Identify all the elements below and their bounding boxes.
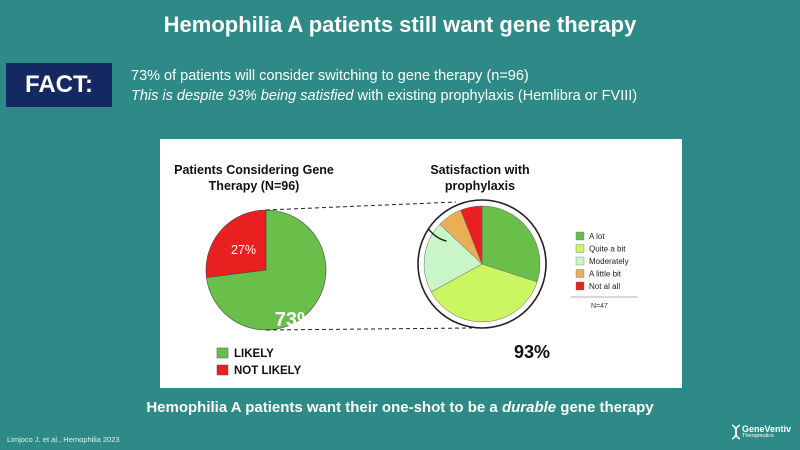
pie-label-not-likely: 27% (231, 243, 256, 257)
fact-label-box: FACT: (6, 63, 112, 107)
legend2-note: N=47 (591, 303, 608, 310)
connector-line-top (265, 201, 457, 211)
chart2-title: prophylaxis (445, 179, 515, 193)
legend2-swatch-a-little-bit (575, 269, 585, 278)
pie-slice-likely (206, 209, 327, 331)
legend-label-not-likely: NOT LIKELY (234, 365, 302, 377)
legend2-label-a-lot: A lot (589, 232, 605, 241)
chart1-title: Therapy (N=96) (209, 179, 300, 193)
pie2-slice-a-lot (481, 205, 541, 283)
legend2-swatch-not-al-all (575, 281, 585, 291)
legend2-label-quite-a-bit: Quite a bit (589, 245, 626, 254)
dna-icon (731, 424, 741, 440)
pie-slice-not-likely (205, 209, 267, 278)
pie2-slice-not-al-all (460, 205, 483, 265)
bottom-message-prefix: Hemophilia A patients want their one-sho… (146, 399, 502, 416)
legend2-swatch-moderately (575, 256, 585, 266)
legend2-label-a-little-bit: A little bit (589, 270, 622, 279)
fact-label: FACT: (25, 71, 93, 98)
connector-line-bottom (265, 327, 473, 331)
fact-context-emphasis: This is despite 93% being satisfied (131, 88, 354, 104)
pie2-outer-ring (417, 199, 547, 329)
company-logo: GeneVentiv Therapeutics (730, 424, 791, 440)
legend2-swatch-a-lot (575, 231, 585, 241)
legend2-swatch-quite-a-bit (575, 244, 585, 253)
bottom-message-suffix: gene therapy (556, 399, 654, 416)
logo-name: GeneVentiv (742, 423, 792, 434)
fact-context: This is despite 93% being satisfied with… (131, 88, 637, 104)
legend-swatch-likely (216, 347, 229, 359)
pie-label-likely: 73% (275, 309, 315, 331)
pie2-slice-quite-a-bit (430, 263, 538, 323)
bottom-message-emphasis: durable (501, 399, 557, 416)
fact-context-rest: with existing prophylaxis (Hemlibra or F… (353, 88, 638, 104)
logo-subtitle: Therapeutics (742, 432, 774, 439)
fact-statement: 73% of patients will consider switching … (131, 68, 529, 84)
callout-bracket (427, 228, 447, 242)
slide-title: Hemophilia A patients still want gene th… (163, 12, 637, 37)
bottom-message: Hemophilia A patients want their one-sho… (0, 399, 800, 416)
legend2-label-not-al-all: Not al all (589, 282, 620, 291)
chart-card: Patients Considering Gene Therapy (N=96) 7… (160, 139, 682, 388)
chart2-title: Satisfaction with (430, 163, 529, 177)
legend2-label-moderately: Moderately (589, 257, 629, 266)
chart1-title: Patients Considering Gene (174, 163, 334, 177)
charts-svg: Patients Considering Gene Therapy (N=96) 7… (174, 163, 638, 377)
citation: Limjoco J. et al., Hemophilia 2023 (7, 435, 120, 444)
legend-label-likely: LIKELY (234, 348, 274, 360)
callout-value: 93% (514, 342, 550, 362)
pie2-slice-moderately (423, 223, 483, 293)
legend-swatch-not-likely (216, 364, 229, 376)
